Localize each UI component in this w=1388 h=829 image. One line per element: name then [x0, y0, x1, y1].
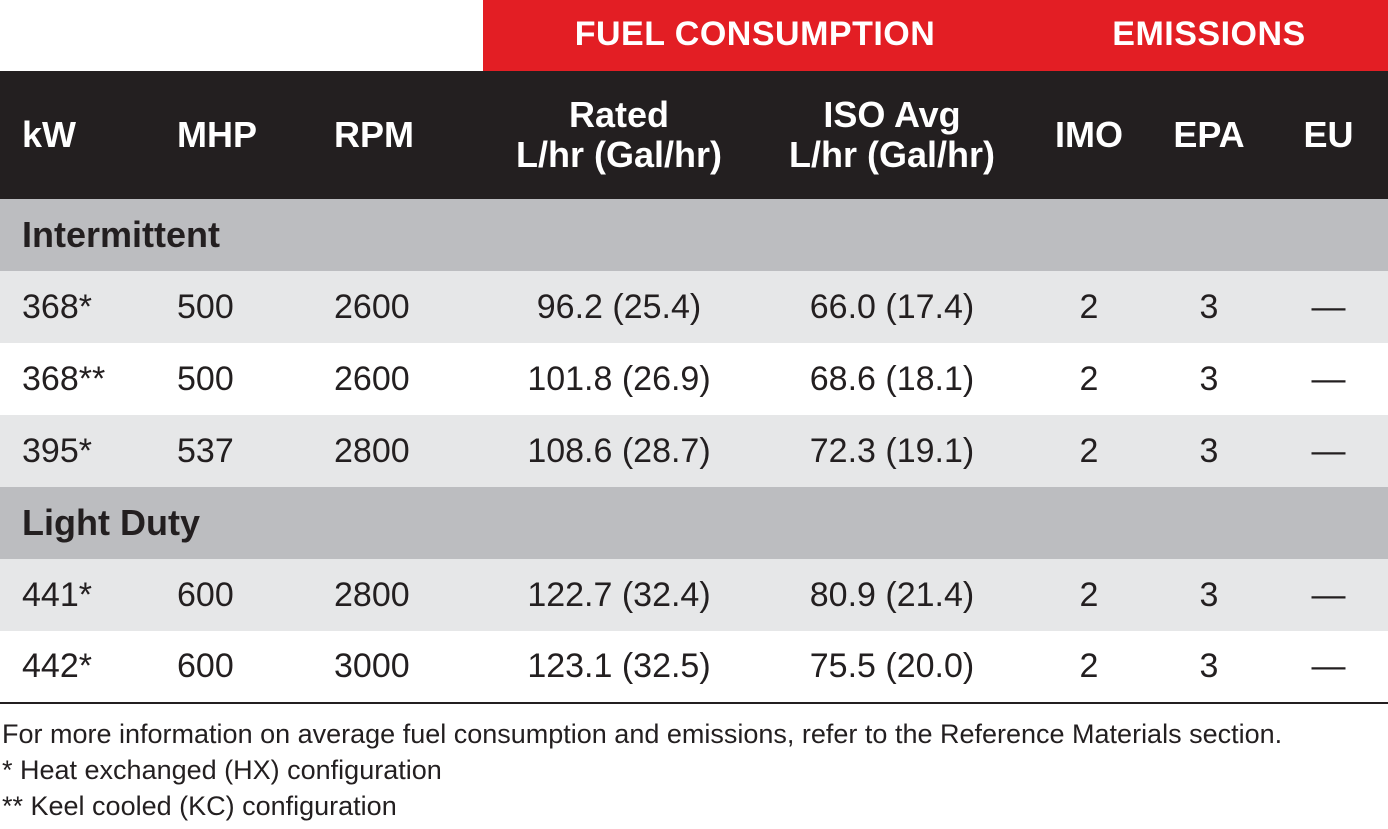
cell-eu: —: [1311, 287, 1346, 326]
table-row: 442* 600 3000 123.1 (32.5) 75.5 (20.0) 2 3 —: [0, 631, 1388, 703]
cell-kw: 442*: [22, 647, 92, 685]
category-title: Intermittent: [22, 214, 220, 255]
cell-iso: 80.9 (21.4): [809, 575, 975, 614]
col-rated: Rated L/hr (Gal/hr): [483, 71, 755, 199]
category-row: Light Duty: [0, 487, 1388, 559]
cell-kw: 441*: [22, 575, 92, 614]
reference-note: For more information on average fuel con…: [2, 719, 1283, 749]
table-row: 441* 600 2800 122.7 (32.4) 80.9 (21.4) 2 3 —: [0, 559, 1388, 631]
col-kw: kW: [22, 114, 76, 155]
col-epa: EPA: [1173, 114, 1245, 155]
col-rated-line2: L/hr (Gal/hr): [516, 134, 722, 175]
cell-mhp: 537: [177, 431, 234, 470]
cell-iso: 66.0 (17.4): [809, 287, 975, 326]
emissions-header: EMISSIONS: [1112, 15, 1306, 53]
cell-mhp: 600: [177, 575, 234, 614]
col-eu: EU: [1303, 114, 1354, 155]
engine-ratings-table: kW MHP RPM Rated L/hr (Gal/hr) ISO Avg L/h…: [0, 71, 1388, 704]
table-row: 368** 500 2600 101.8 (26.9) 68.6 (18.1) 2 3 —: [0, 343, 1388, 415]
cell-rated: 123.1 (32.5): [527, 647, 711, 685]
col-iso-line1: ISO Avg: [823, 94, 961, 135]
col-iso-line2: L/hr (Gal/hr): [789, 134, 995, 175]
cell-kw: 368**: [22, 359, 106, 398]
kc-footnote: ** Keel cooled (KC) configuration: [2, 791, 397, 821]
table-row: 395* 537 2800 108.6 (28.7) 72.3 (19.1) 2 3 —: [0, 415, 1388, 487]
cell-rated: 108.6 (28.7): [527, 431, 711, 470]
cell-kw: 395*: [22, 431, 92, 470]
cell-iso: 68.6 (18.1): [809, 359, 975, 398]
cell-kw: 368*: [22, 287, 92, 326]
cell-imo: 2: [1079, 359, 1099, 398]
footnotes: For more information on average fuel con…: [2, 716, 1282, 824]
hx-footnote: * Heat exchanged (HX) configuration: [2, 755, 442, 785]
cell-iso: 72.3 (19.1): [809, 431, 975, 470]
cell-mhp: 500: [177, 287, 234, 326]
cell-imo: 2: [1079, 575, 1099, 614]
col-mhp: MHP: [177, 114, 257, 155]
cell-epa: 3: [1199, 575, 1219, 614]
col-imo: IMO: [1055, 114, 1123, 155]
cell-imo: 2: [1079, 431, 1099, 470]
cell-rpm: 2600: [334, 287, 410, 326]
cell-mhp: 600: [177, 647, 234, 685]
cell-epa: 3: [1199, 647, 1219, 685]
col-iso: ISO Avg L/hr (Gal/hr): [755, 71, 1029, 199]
col-rpm: RPM: [334, 114, 414, 155]
category-title: Light Duty: [22, 502, 200, 543]
fuel-consumption-header: FUEL CONSUMPTION: [574, 15, 936, 53]
cell-epa: 3: [1199, 431, 1219, 470]
cell-eu: —: [1311, 431, 1346, 470]
cell-eu: —: [1311, 575, 1346, 614]
cell-rpm: 3000: [334, 647, 410, 685]
cell-rated: 101.8 (26.9): [527, 359, 711, 398]
cell-imo: 2: [1079, 647, 1099, 685]
cell-eu: —: [1311, 359, 1346, 398]
category-row: Intermittent: [0, 199, 1388, 271]
cell-rpm: 2800: [334, 431, 410, 470]
cell-rated: 122.7 (32.4): [527, 575, 711, 614]
cell-imo: 2: [1079, 287, 1099, 326]
cell-rated: 96.2 (25.4): [536, 287, 702, 326]
cell-iso: 75.5 (20.0): [809, 647, 975, 685]
cell-mhp: 500: [177, 359, 234, 398]
cell-epa: 3: [1199, 359, 1219, 398]
cell-rpm: 2800: [334, 575, 410, 614]
cell-rpm: 2600: [334, 359, 410, 398]
column-header-row: kW MHP RPM Rated L/hr (Gal/hr) ISO Avg L/h…: [0, 71, 1388, 199]
cell-epa: 3: [1199, 287, 1219, 326]
col-rated-line1: Rated: [568, 94, 670, 135]
cell-eu: —: [1311, 647, 1346, 685]
group-header-band: FUEL CONSUMPTION EMISSIONS: [483, 0, 1388, 71]
table-row: 368* 500 2600 96.2 (25.4) 66.0 (17.4) 2 3 —: [0, 271, 1388, 343]
